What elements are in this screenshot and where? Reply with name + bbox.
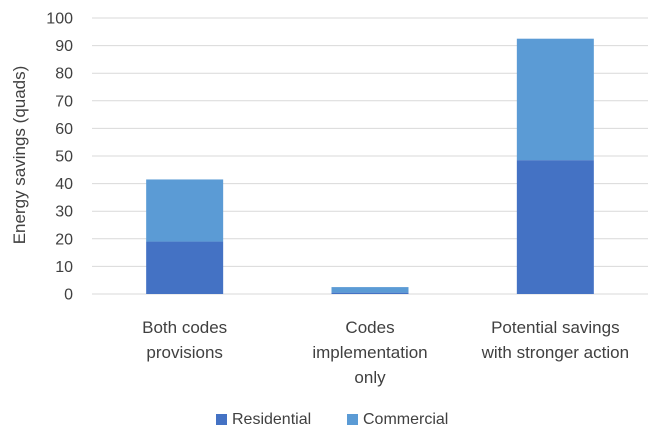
y-tick-label: 50 [55,149,73,166]
y-tick-label: 100 [46,11,73,28]
x-category-label: Potential savings with stronger action [481,318,629,362]
legend-swatch-commercial [347,414,358,425]
legend-label-residential: Residential [232,411,311,428]
bar-residential [516,160,594,294]
y-tick-label: 80 [55,66,73,83]
x-category-line: Both codes [142,318,227,337]
x-category-line: only [354,368,386,387]
x-category-line: provisions [146,343,223,362]
y-axis-ticks: 0 10 20 30 40 50 60 70 80 90 100 [46,11,73,304]
x-category-line: implementation [312,343,427,362]
y-axis-title: Energy savings (quads) [10,66,29,245]
legend-swatch-residential [216,414,227,425]
bar-commercial [146,179,224,242]
bar-residential [146,241,224,294]
x-category-label: Codes implementation only [312,318,427,387]
x-category-line: with stronger action [481,343,629,362]
x-category-line: Codes [345,318,394,337]
bar-commercial [516,38,594,161]
legend: Residential Commercial [216,411,448,428]
x-category-label: Both codes provisions [142,318,227,362]
y-tick-label: 30 [55,204,73,221]
y-tick-label: 40 [55,176,73,193]
bars [146,38,594,294]
y-tick-label: 60 [55,121,73,138]
x-axis-categories: Both codes provisions Codes implementation o… [142,318,629,387]
bar-residential [331,292,409,294]
y-tick-label: 90 [55,38,73,55]
y-tick-label: 10 [55,259,73,276]
x-category-line: Potential savings [491,318,620,337]
y-tick-label: 20 [55,231,73,248]
legend-label-commercial: Commercial [363,411,448,428]
bar-commercial [331,287,409,293]
y-tick-label: 70 [55,93,73,110]
y-tick-label: 0 [64,287,73,304]
